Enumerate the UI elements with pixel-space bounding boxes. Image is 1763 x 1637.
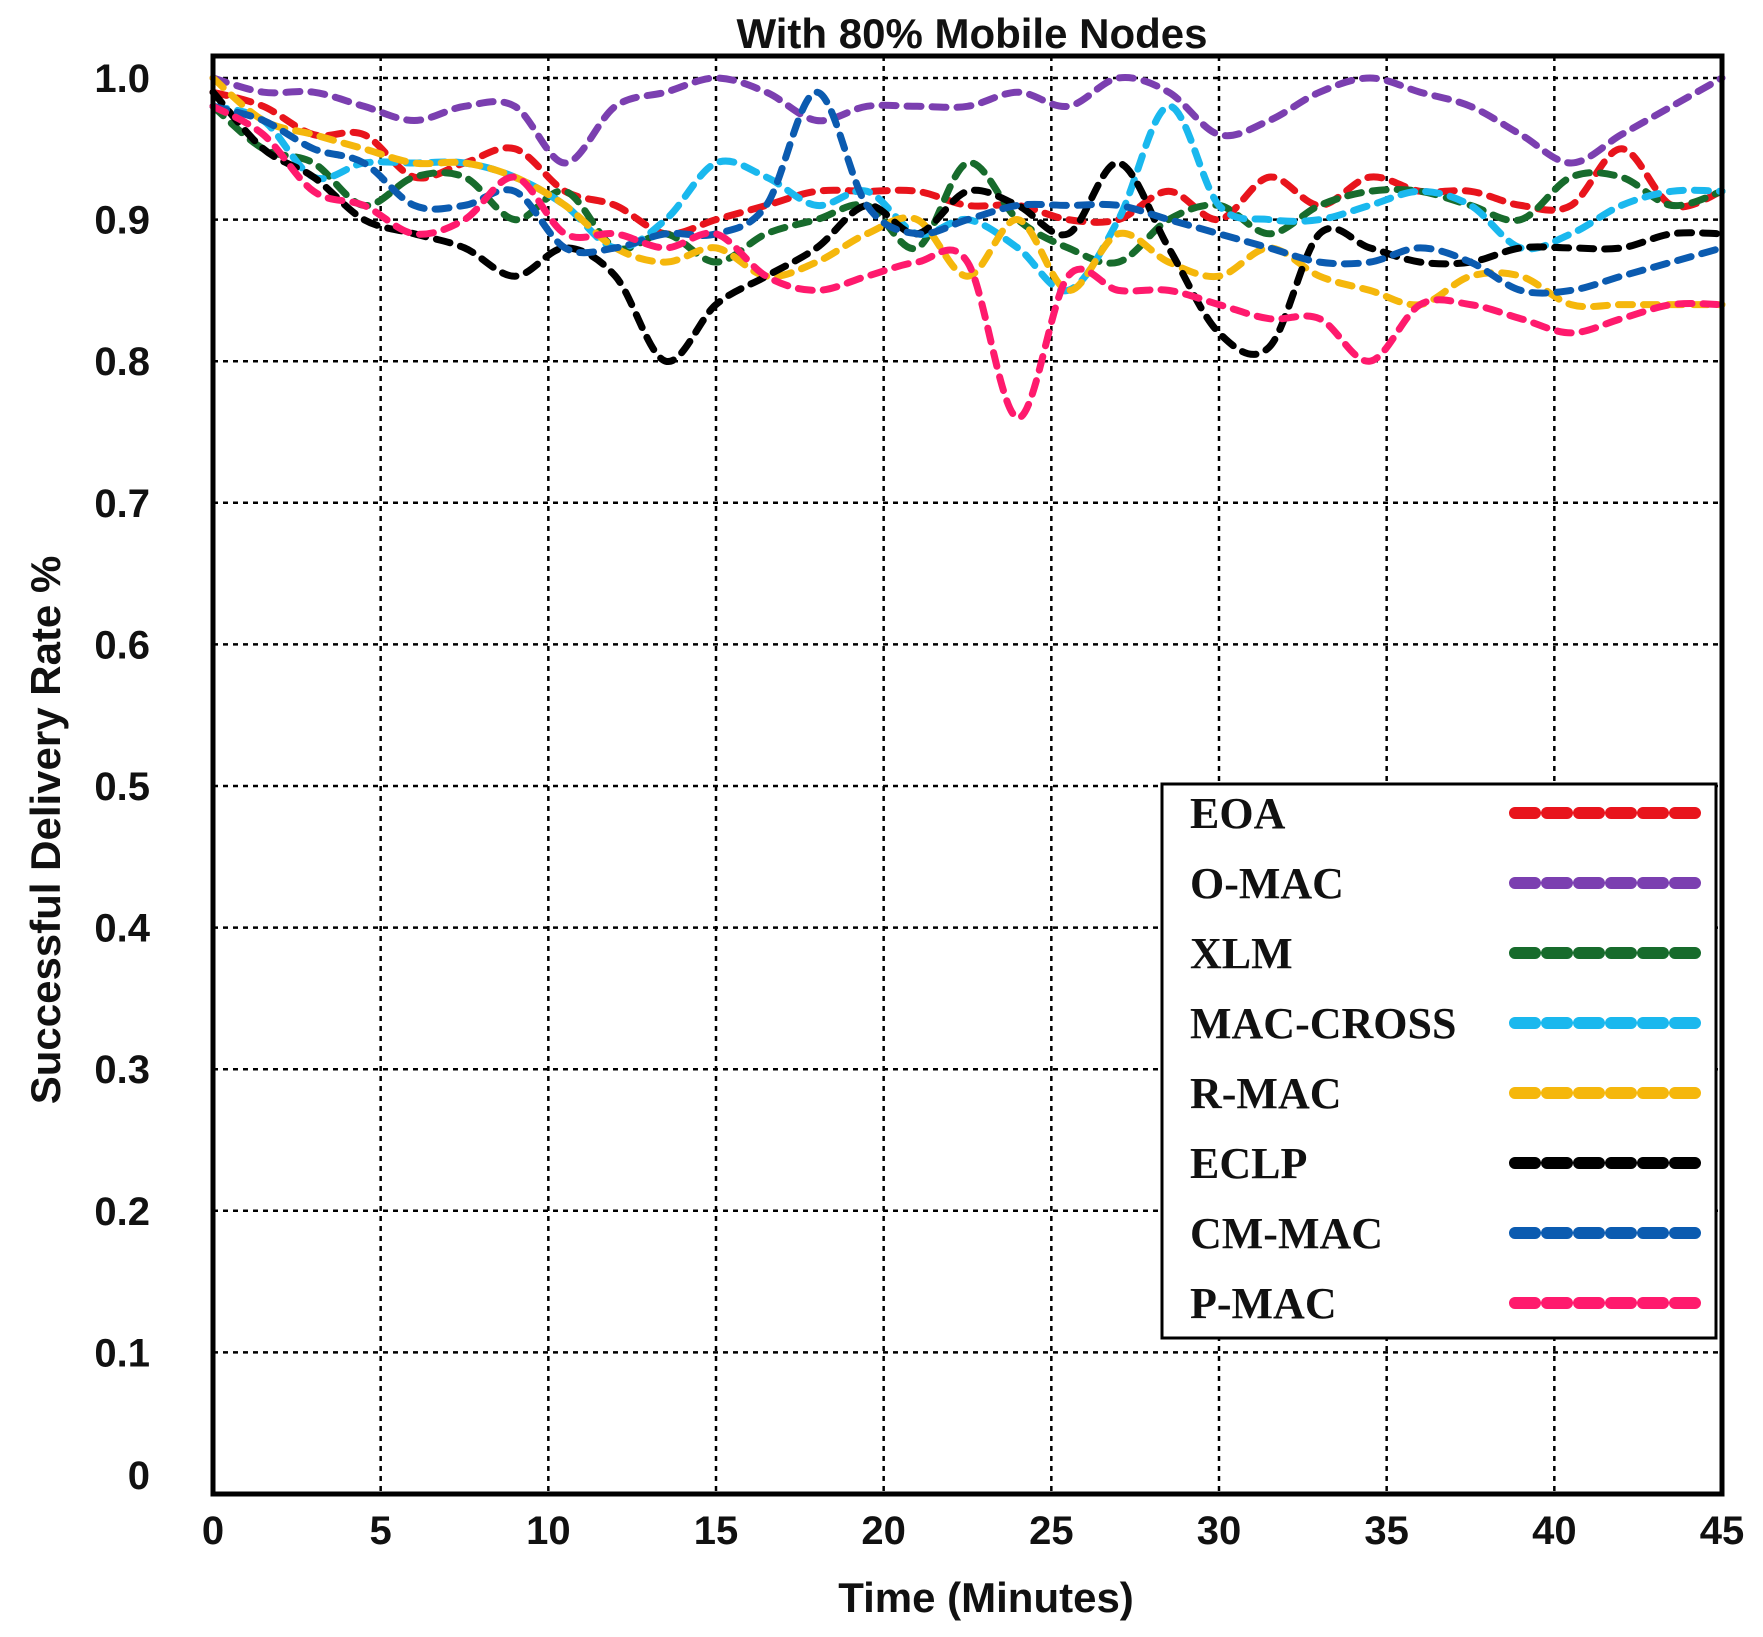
y-tick-label-1: 0.1 <box>94 1331 150 1375</box>
y-tick-label-8: 0.8 <box>94 340 150 384</box>
y-tick-label-7: 0.7 <box>94 482 150 526</box>
y-tick-labels: 0 0.1 0.2 0.3 0.4 0.5 0.6 0.7 0.8 0.9 1.0 <box>94 57 150 1498</box>
legend-box <box>1160 782 1718 1340</box>
chart-title: With 80% Mobile Nodes <box>736 10 1207 57</box>
x-tick-label-0: 0 <box>202 1509 224 1553</box>
y-tick-label-4: 0.4 <box>94 907 150 951</box>
legend-label-mac-cross: MAC-CROSS <box>1190 999 1456 1048</box>
legend-label-xlm: XLM <box>1190 929 1293 978</box>
series-line-p-mac <box>209 102 1726 422</box>
y-tick-label-2: 0.2 <box>94 1190 150 1234</box>
legend-label-eoa: EOA <box>1190 789 1286 838</box>
x-tick-label-8: 40 <box>1532 1509 1577 1553</box>
x-tick-label-6: 30 <box>1197 1509 1242 1553</box>
y-tick-label-5: 0.5 <box>94 765 150 809</box>
y-tick-label-0: 0 <box>128 1454 150 1498</box>
y-axis-label: Successful Delivery Rate % <box>22 556 69 1105</box>
x-tick-label-9: 45 <box>1700 1509 1745 1553</box>
x-tick-label-5: 25 <box>1029 1509 1074 1553</box>
series-line-r-mac <box>209 74 1726 311</box>
plot-frame <box>210 53 1725 1497</box>
legend-label-eclp: ECLP <box>1190 1139 1307 1188</box>
x-tick-label-2: 10 <box>526 1509 571 1553</box>
legend-entries: EOA O-MAC XLM MAC-CROSS R-MAC ECLP CM-MAC P-MAC <box>1190 789 1706 1328</box>
x-tick-label-1: 5 <box>370 1509 392 1553</box>
x-tick-label-4: 20 <box>861 1509 906 1553</box>
legend-label-cm-mac: CM-MAC <box>1190 1209 1383 1258</box>
x-tick-label-3: 15 <box>694 1509 739 1553</box>
x-axis-label: Time (Minutes) <box>838 1574 1134 1621</box>
series-line-eclp <box>209 88 1726 365</box>
series-lines <box>209 74 1726 422</box>
legend: EOA O-MAC XLM MAC-CROSS R-MAC ECLP CM-MAC P-MAC <box>1160 782 1718 1340</box>
legend-label-p-mac: P-MAC <box>1190 1279 1337 1328</box>
y-tick-label-3: 0.3 <box>94 1048 150 1092</box>
y-tick-label-9: 0.9 <box>94 199 150 243</box>
legend-label-o-mac: O-MAC <box>1190 859 1344 908</box>
x-tick-labels: 0 5 10 15 20 25 30 35 40 45 <box>202 1509 1744 1553</box>
legend-label-r-mac: R-MAC <box>1190 1069 1342 1118</box>
x-tick-label-7: 35 <box>1364 1509 1409 1553</box>
series-line-cm-mac <box>209 88 1726 297</box>
y-tick-label-6: 0.6 <box>94 623 150 667</box>
y-tick-label-10: 1.0 <box>94 57 150 101</box>
series-line-o-mac <box>209 74 1726 167</box>
